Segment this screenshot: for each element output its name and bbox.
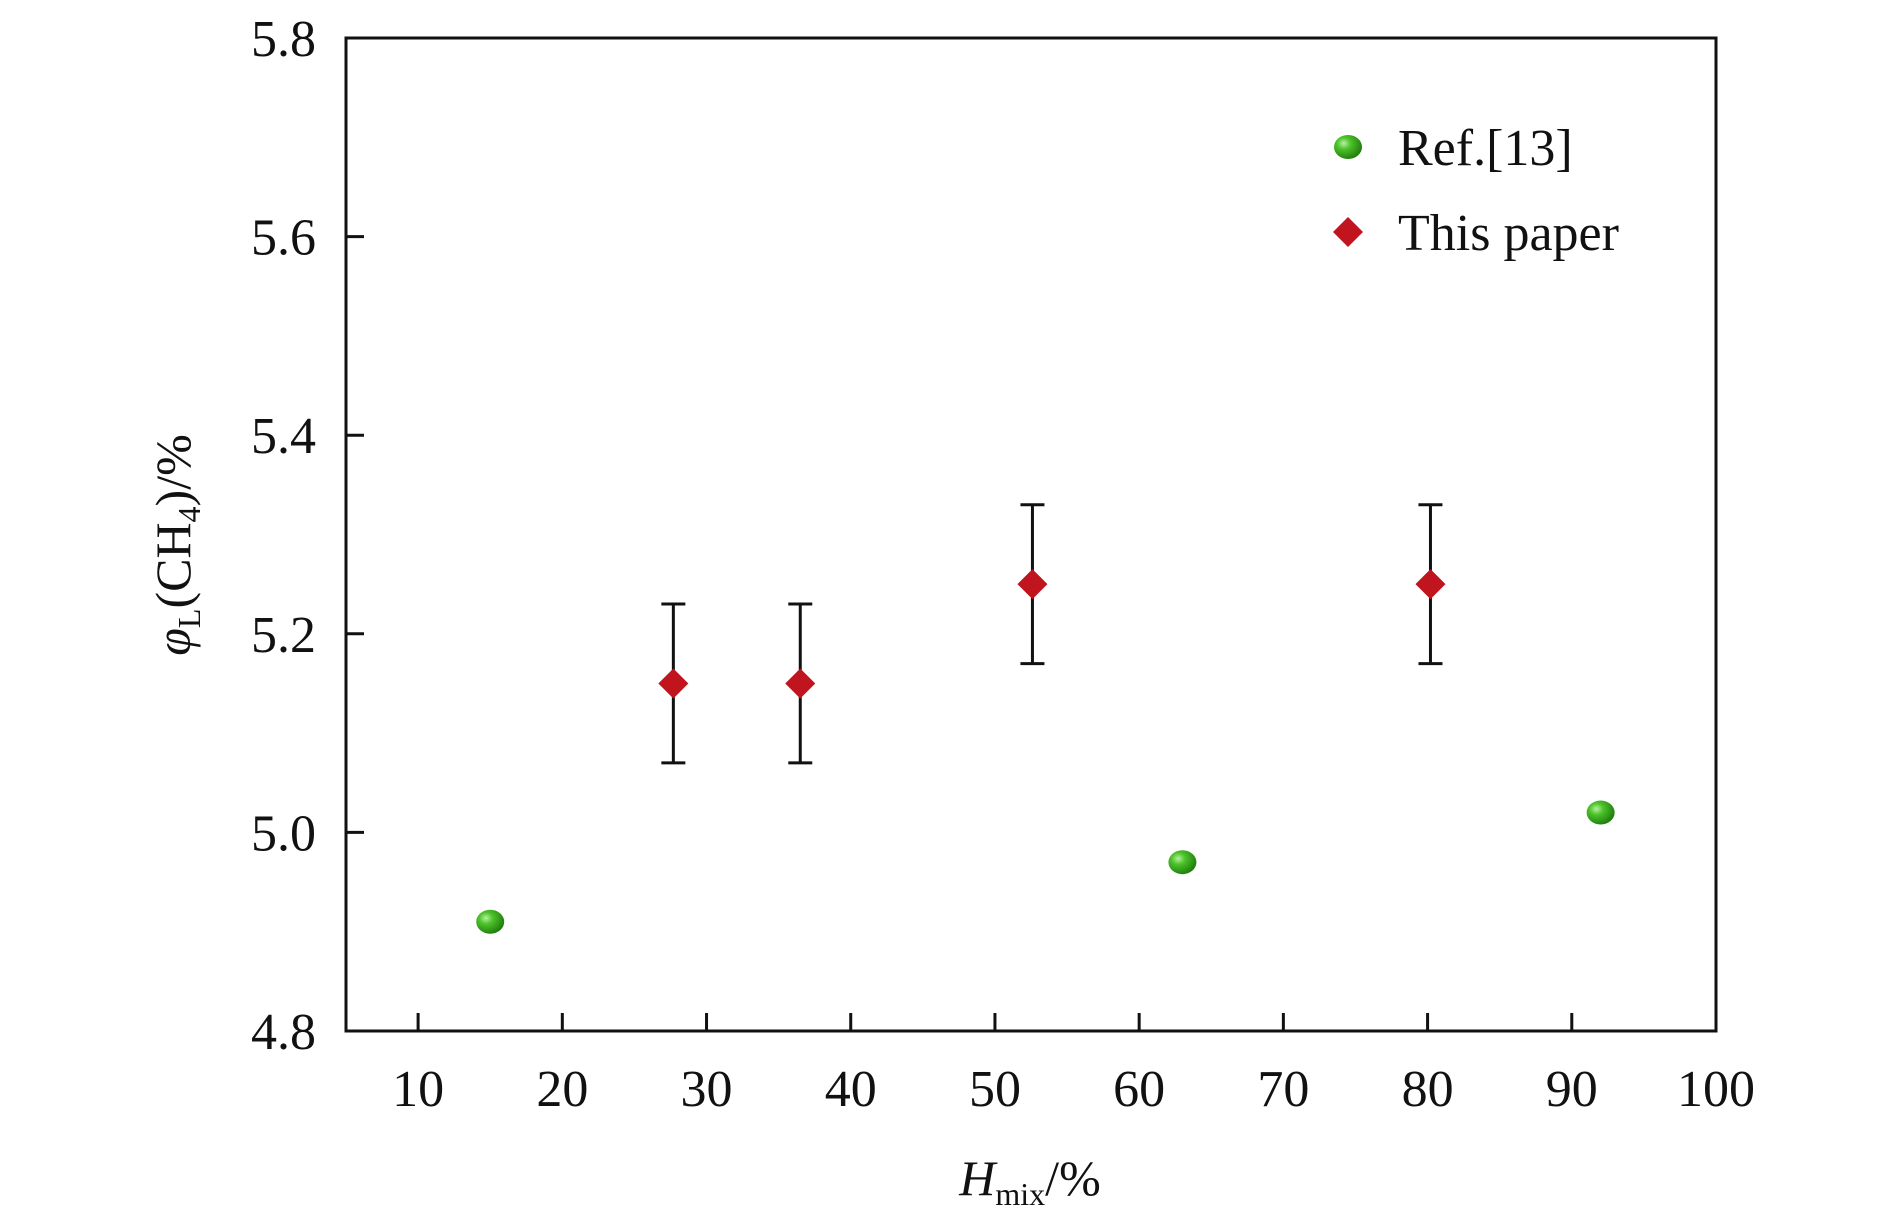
x-tick-label: 10	[392, 1061, 444, 1118]
data-point-this-paper	[1415, 569, 1446, 600]
y-axis-ticks: 4.8 5.0 5.2 5.4 5.6 5.8	[251, 11, 364, 1061]
legend-label: Ref.[13]	[1398, 120, 1573, 177]
x-axis-title-subscript: mix	[995, 1176, 1045, 1212]
y-tick-label: 5.6	[251, 210, 316, 267]
x-axis-title-main: H	[958, 1150, 998, 1206]
legend-marker-this-paper	[1333, 217, 1363, 247]
y-axis-title: φL(CH4)/%	[145, 434, 207, 656]
x-tick-label: 30	[681, 1061, 733, 1118]
data-point-ref13	[1168, 850, 1197, 875]
y-axis-title-open: (CH	[145, 522, 201, 608]
legend: Ref.[13] This paper	[1333, 120, 1619, 262]
y-axis-title-symbol: φ	[145, 628, 201, 656]
legend-label: This paper	[1398, 205, 1619, 262]
x-tick-label: 50	[969, 1061, 1021, 1118]
data-point-ref13	[476, 909, 505, 934]
x-tick-label: 60	[1113, 1061, 1165, 1118]
x-tick-label: 80	[1402, 1061, 1454, 1118]
data-point-ref13	[1586, 800, 1615, 825]
y-tick-label: 5.4	[251, 408, 316, 465]
x-tick-label: 100	[1677, 1061, 1755, 1118]
x-tick-label: 70	[1257, 1061, 1309, 1118]
x-axis-title-suffix: /%	[1045, 1150, 1101, 1206]
x-axis-title: Hmix/%	[958, 1150, 1100, 1212]
y-tick-label: 5.8	[251, 11, 316, 68]
data-point-this-paper	[1017, 569, 1048, 600]
legend-marker-ref13	[1334, 135, 1362, 159]
y-tick-label: 5.2	[251, 607, 316, 664]
x-tick-label: 40	[825, 1061, 877, 1118]
x-tick-label: 90	[1546, 1061, 1598, 1118]
y-tick-label: 4.8	[251, 1004, 316, 1061]
x-tick-label: 20	[536, 1061, 588, 1118]
data-point-this-paper	[785, 668, 816, 699]
data-point-this-paper	[658, 668, 689, 699]
y-axis-title-symbol-subscript: L	[171, 609, 207, 629]
x-axis-ticks: 10 20 30 40 50 60 70 80 90 100	[392, 1013, 1755, 1118]
y-tick-label: 5.0	[251, 805, 316, 862]
y-axis-title-subscript: 4	[171, 506, 207, 522]
y-axis-title-close: )/%	[145, 434, 201, 506]
data-points	[476, 503, 1615, 934]
plot-area-frame	[344, 36, 1718, 1033]
